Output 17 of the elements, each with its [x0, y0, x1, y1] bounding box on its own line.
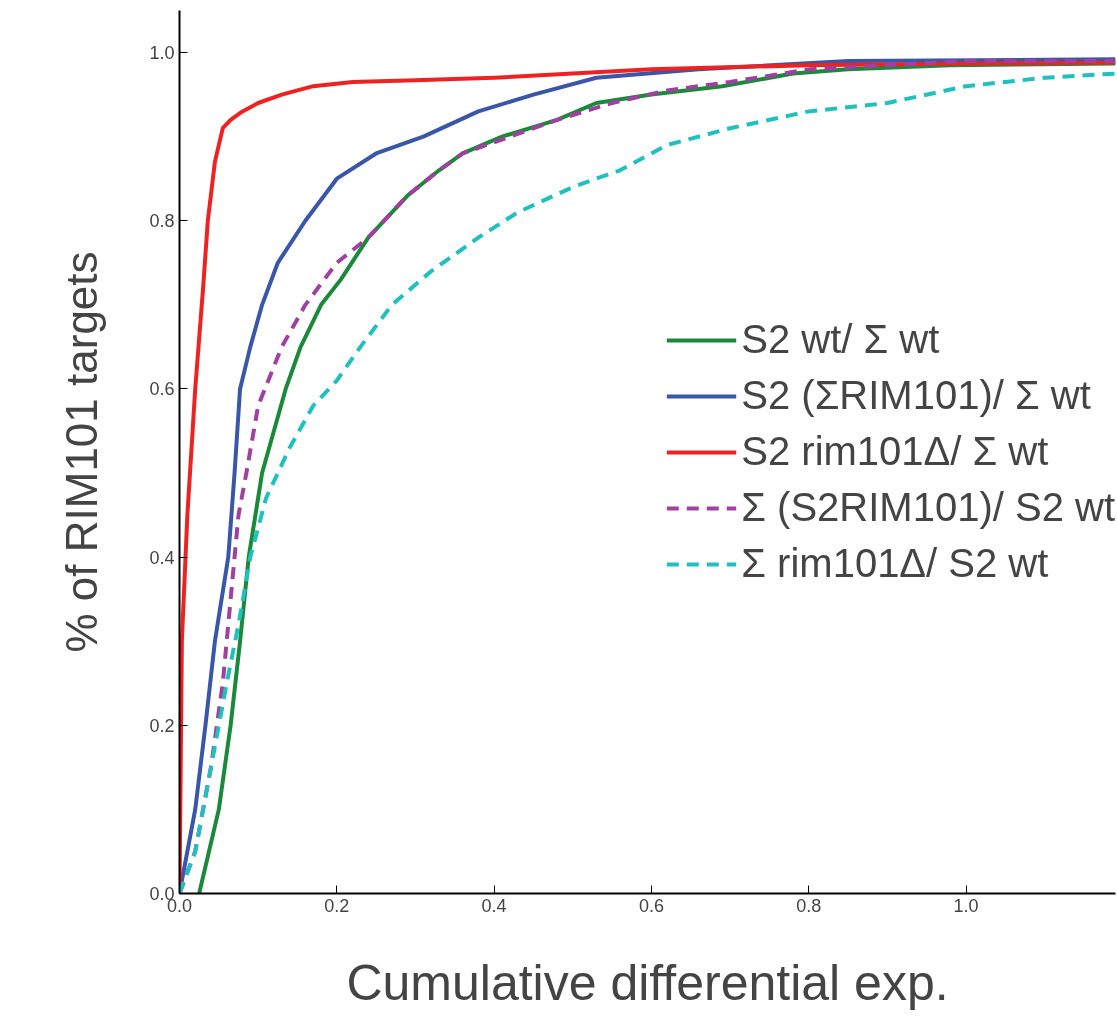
y-tick-label: 0.2 — [149, 715, 175, 736]
y-tick-label: 1.0 — [149, 43, 175, 64]
x-tick-label: 1.0 — [953, 895, 979, 916]
x-tick-label: 0.2 — [324, 895, 350, 916]
y-tick-label: 0.8 — [149, 211, 175, 232]
legend-label: S2 rim101Δ/ Σ wt — [741, 428, 1049, 475]
legend-label: Σ (S2RIM101)/ S2 wt — [741, 484, 1115, 531]
x-axis-title: Cumulative differential exp. — [346, 954, 949, 1011]
y-axis-title: % of RIM101 targets — [57, 251, 107, 653]
y-tick-label: 0.4 — [149, 547, 175, 568]
legend-label: S2 wt/ Σ wt — [741, 316, 940, 363]
x-tick-label: 0.4 — [481, 895, 507, 916]
y-tick-label: 0.6 — [149, 379, 175, 400]
legend-label: Σ rim101Δ/ S2 wt — [741, 540, 1049, 587]
x-tick-label: 0.6 — [638, 895, 664, 916]
x-tick-label: 0.8 — [796, 895, 822, 916]
legend-label: S2 (ΣRIM101)/ Σ wt — [741, 372, 1091, 419]
